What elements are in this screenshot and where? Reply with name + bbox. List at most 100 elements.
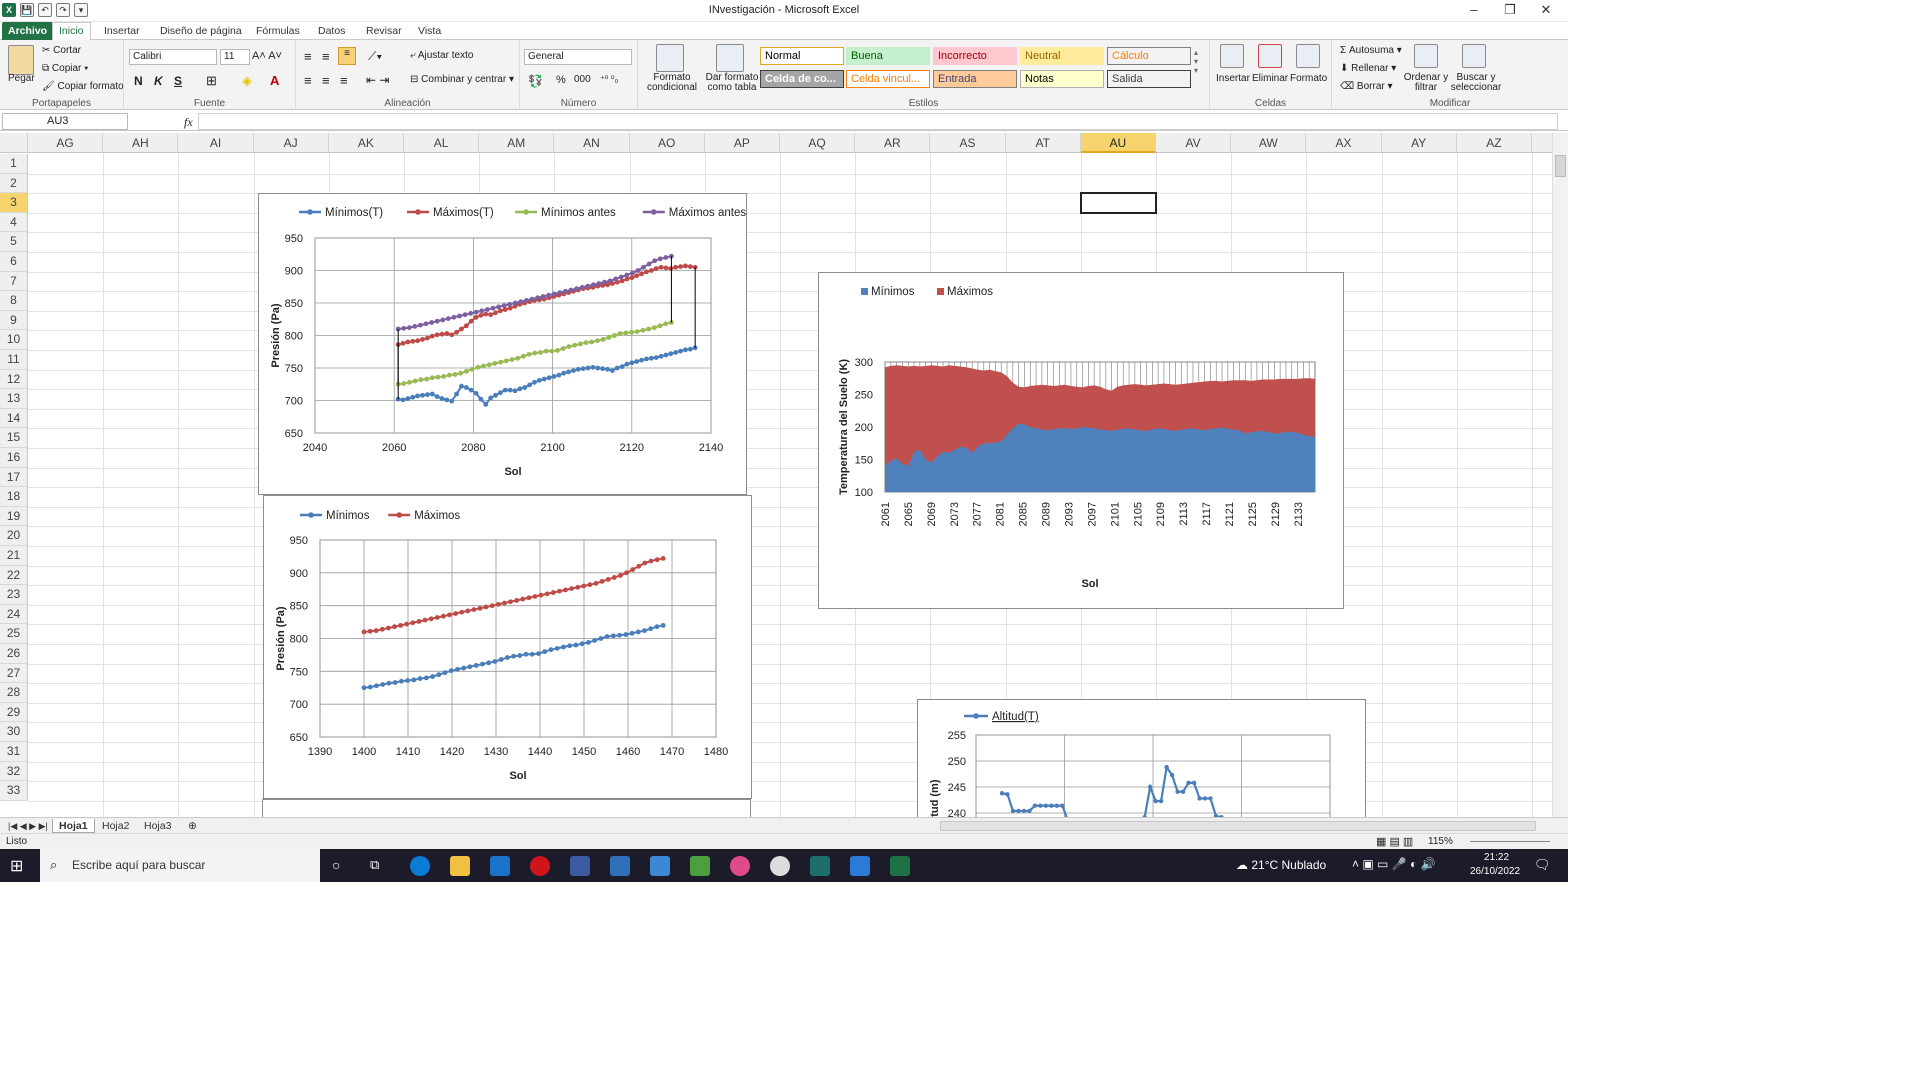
row-header[interactable]: 32 [0,761,28,782]
align-center-icon[interactable]: ≡ [322,73,330,88]
underline-button[interactable]: S [174,74,183,88]
horizontal-scrollbar[interactable] [940,821,1536,831]
row-header[interactable]: 19 [0,506,28,527]
settings-app-icon[interactable] [770,856,790,876]
dev-app-icon[interactable] [570,856,590,876]
format-as-table-button[interactable]: Dar formato como tabla [705,72,759,93]
gallery-scroll-icon[interactable]: ▴ ▾ ▾ [1194,48,1199,75]
copy-button[interactable]: ⧉ Copiar ▾ [42,63,89,74]
taskbar-search[interactable]: ⌕ Escribe aquí para buscar [40,849,320,882]
column-header[interactable]: AQ [780,133,856,153]
windows-start-icon[interactable]: ⊞ [10,858,24,875]
insert-function-button[interactable]: fx [184,115,193,129]
percent-button[interactable]: % [556,74,566,86]
undo-icon[interactable]: ↶ [38,3,52,17]
row-header[interactable]: 4 [0,212,28,233]
insert-cells-icon[interactable] [1220,44,1244,68]
row-header[interactable]: 11 [0,350,28,370]
sort-filter-icon[interactable] [1414,44,1438,68]
row-header[interactable]: 18 [0,487,28,507]
paste-button[interactable]: Pegar [8,73,35,84]
cell-style-3[interactable]: Neutral [1020,47,1104,65]
chart-altitud[interactable]: 240 245 250 255 Altitud (m) Altitud(T) [917,699,1366,817]
conditional-format-button[interactable]: Formato condicional [646,72,698,93]
chart-presion-sol-actual[interactable]: 2040 2060 2080 2100 2120 2140 650 700 750 800 850 9… [258,193,747,495]
sort-filter-button[interactable]: Ordenar y filtrar [1403,72,1449,93]
row-header[interactable]: 24 [0,604,28,625]
vscode-icon[interactable] [850,856,870,876]
excel-taskbar-icon[interactable] [890,856,910,876]
column-header[interactable]: AR [855,133,931,153]
row-header[interactable]: 15 [0,428,28,448]
cell-style-5[interactable]: Celda de co... [760,70,844,88]
calculator-icon[interactable] [650,856,670,876]
column-header[interactable]: AN [554,133,630,153]
delete-cells-icon[interactable] [1258,44,1282,68]
view-buttons-icon[interactable]: ▦ ▤ ▥ [1376,836,1414,848]
column-header[interactable]: AO [630,133,705,153]
row-header[interactable]: 33 [0,781,28,801]
column-header[interactable]: AH [103,133,179,153]
align-right-icon[interactable]: ≡ [340,73,348,88]
row-header[interactable]: 8 [0,291,28,311]
column-header[interactable]: AV [1156,133,1232,153]
delete-cells-button[interactable]: Eliminar [1252,73,1289,84]
row-header[interactable]: 27 [0,663,28,684]
chart-presion-media-partial[interactable] [262,799,751,817]
column-header[interactable]: AG [28,133,104,153]
excel-logo-icon[interactable]: X [2,3,16,17]
cell-style-8[interactable]: Notas [1020,70,1104,88]
format-as-table-icon[interactable] [716,44,744,72]
row-header[interactable]: 16 [0,448,28,468]
align-left-icon[interactable]: ≡ [304,73,312,88]
fill-color-icon[interactable]: ◈ [242,73,252,88]
tray-icons[interactable]: ˄ ▣ ▭ 🎤 ◐ 🔊 [1352,857,1436,871]
scroll-thumb[interactable] [1555,155,1566,177]
notifications-icon[interactable]: 🗨 [1534,857,1551,872]
row-header[interactable]: 9 [0,310,28,331]
customize-qat-icon[interactable]: ▾ [74,3,88,17]
align-bottom-icon[interactable]: ≡ [338,47,356,65]
row-header[interactable]: 7 [0,271,28,292]
terminal-app-icon[interactable] [810,856,830,876]
column-header[interactable]: AS [930,133,1006,153]
italic-button[interactable]: K [154,74,163,88]
row-header[interactable]: 31 [0,742,28,762]
vertical-scrollbar[interactable] [1552,133,1568,817]
tab-diseno-pagina[interactable]: Diseño de página [160,25,242,37]
chart-temperatura-suelo[interactable]: 100 150 200 250 300 2061 2065 2069 2073 2077 2081 2… [818,272,1344,609]
tab-inicio[interactable]: Inicio [52,22,91,41]
font-size-select[interactable]: 11 [220,49,250,65]
row-header[interactable]: 30 [0,722,28,742]
row-header[interactable]: 20 [0,526,28,546]
cell-style-1[interactable]: Buena [846,47,930,65]
row-header[interactable]: 28 [0,683,28,703]
row-header[interactable]: 17 [0,467,28,488]
active-cell[interactable] [1079,192,1157,214]
find-select-icon[interactable] [1462,44,1486,68]
row-header[interactable]: 14 [0,408,28,429]
row-header[interactable]: 2 [0,173,28,194]
currency-icon[interactable]: 💱 [528,74,543,88]
column-header[interactable]: AM [479,133,555,153]
column-header[interactable]: AX [1306,133,1382,153]
minecraft-icon[interactable] [690,856,710,876]
number-format-select[interactable]: General [524,49,632,65]
tab-revisar[interactable]: Revisar [366,25,402,37]
cell-style-0[interactable]: Normal [760,47,844,65]
row-header[interactable]: 22 [0,565,28,586]
row-header[interactable]: 5 [0,232,28,252]
opera-icon[interactable] [530,856,550,876]
sheet-nav-arrows-icon[interactable]: |◀ ◀ ▶ ▶| [8,821,48,831]
find-select-button[interactable]: Buscar y seleccionar [1450,72,1502,93]
row-header[interactable]: 12 [0,369,28,390]
column-header[interactable]: AK [329,133,404,153]
cell-style-6[interactable]: Celda vincul... [846,70,930,88]
row-header[interactable]: 26 [0,644,28,664]
row-header[interactable]: 3 [0,193,28,213]
cell-style-7[interactable]: Entrada [933,70,1017,88]
formula-input[interactable] [198,113,1558,130]
clock-date[interactable]: 26/10/2022 [1470,866,1521,877]
close-button[interactable]: ✕ [1540,2,1552,17]
edge-icon[interactable] [410,856,430,876]
